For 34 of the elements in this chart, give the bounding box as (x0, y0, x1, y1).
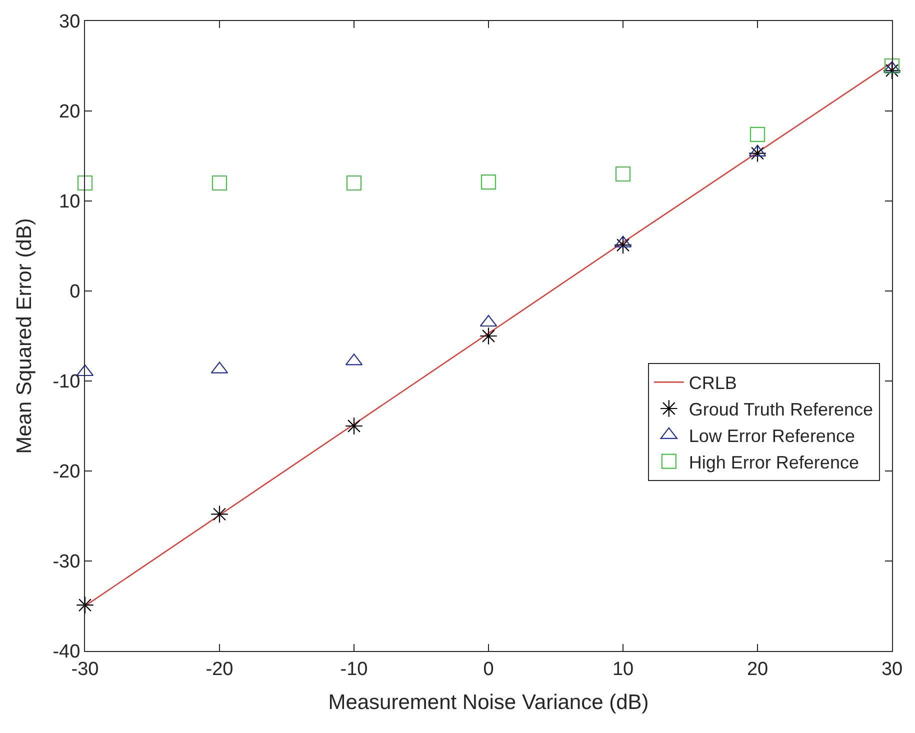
point (480, 327, 498, 345)
point (480, 174, 496, 190)
x-tick-label: 0 (483, 658, 494, 680)
x-tick-label: 10 (612, 658, 634, 680)
legend-label: Groud Truth Reference (688, 400, 874, 420)
point (750, 126, 766, 142)
y-tick-label: -10 (52, 372, 80, 393)
legend-label: CRLB (688, 373, 737, 394)
y-tick-label: -40 (52, 642, 80, 663)
point (345, 417, 363, 435)
point (883, 62, 901, 80)
point (76, 596, 94, 614)
point (346, 175, 362, 191)
point (210, 505, 228, 524)
x-axis-title: Measurement Noise Variance (dB) (328, 691, 649, 714)
y-tick-label: -30 (52, 552, 80, 573)
point (884, 58, 900, 74)
x-tick-label: -20 (206, 658, 234, 680)
y-axis-title: Mean Squared Error (dB) (12, 218, 36, 454)
y-tick-label: -20 (52, 462, 80, 483)
y-tick-label: 10 (59, 192, 80, 213)
point (212, 175, 228, 191)
x-tick-label: 20 (746, 658, 768, 680)
x-tick-label: -10 (340, 658, 368, 680)
y-tick-label: 0 (70, 282, 80, 303)
point (748, 144, 766, 162)
point (614, 236, 632, 254)
y-tick-label: 30 (59, 12, 80, 33)
x-tick-label: 30 (881, 658, 903, 680)
point (615, 166, 631, 182)
y-tick-label: 20 (59, 102, 80, 123)
legend-label: High Error Reference (688, 452, 859, 472)
point (77, 175, 93, 191)
legend-label: Low Error Reference (688, 426, 855, 446)
